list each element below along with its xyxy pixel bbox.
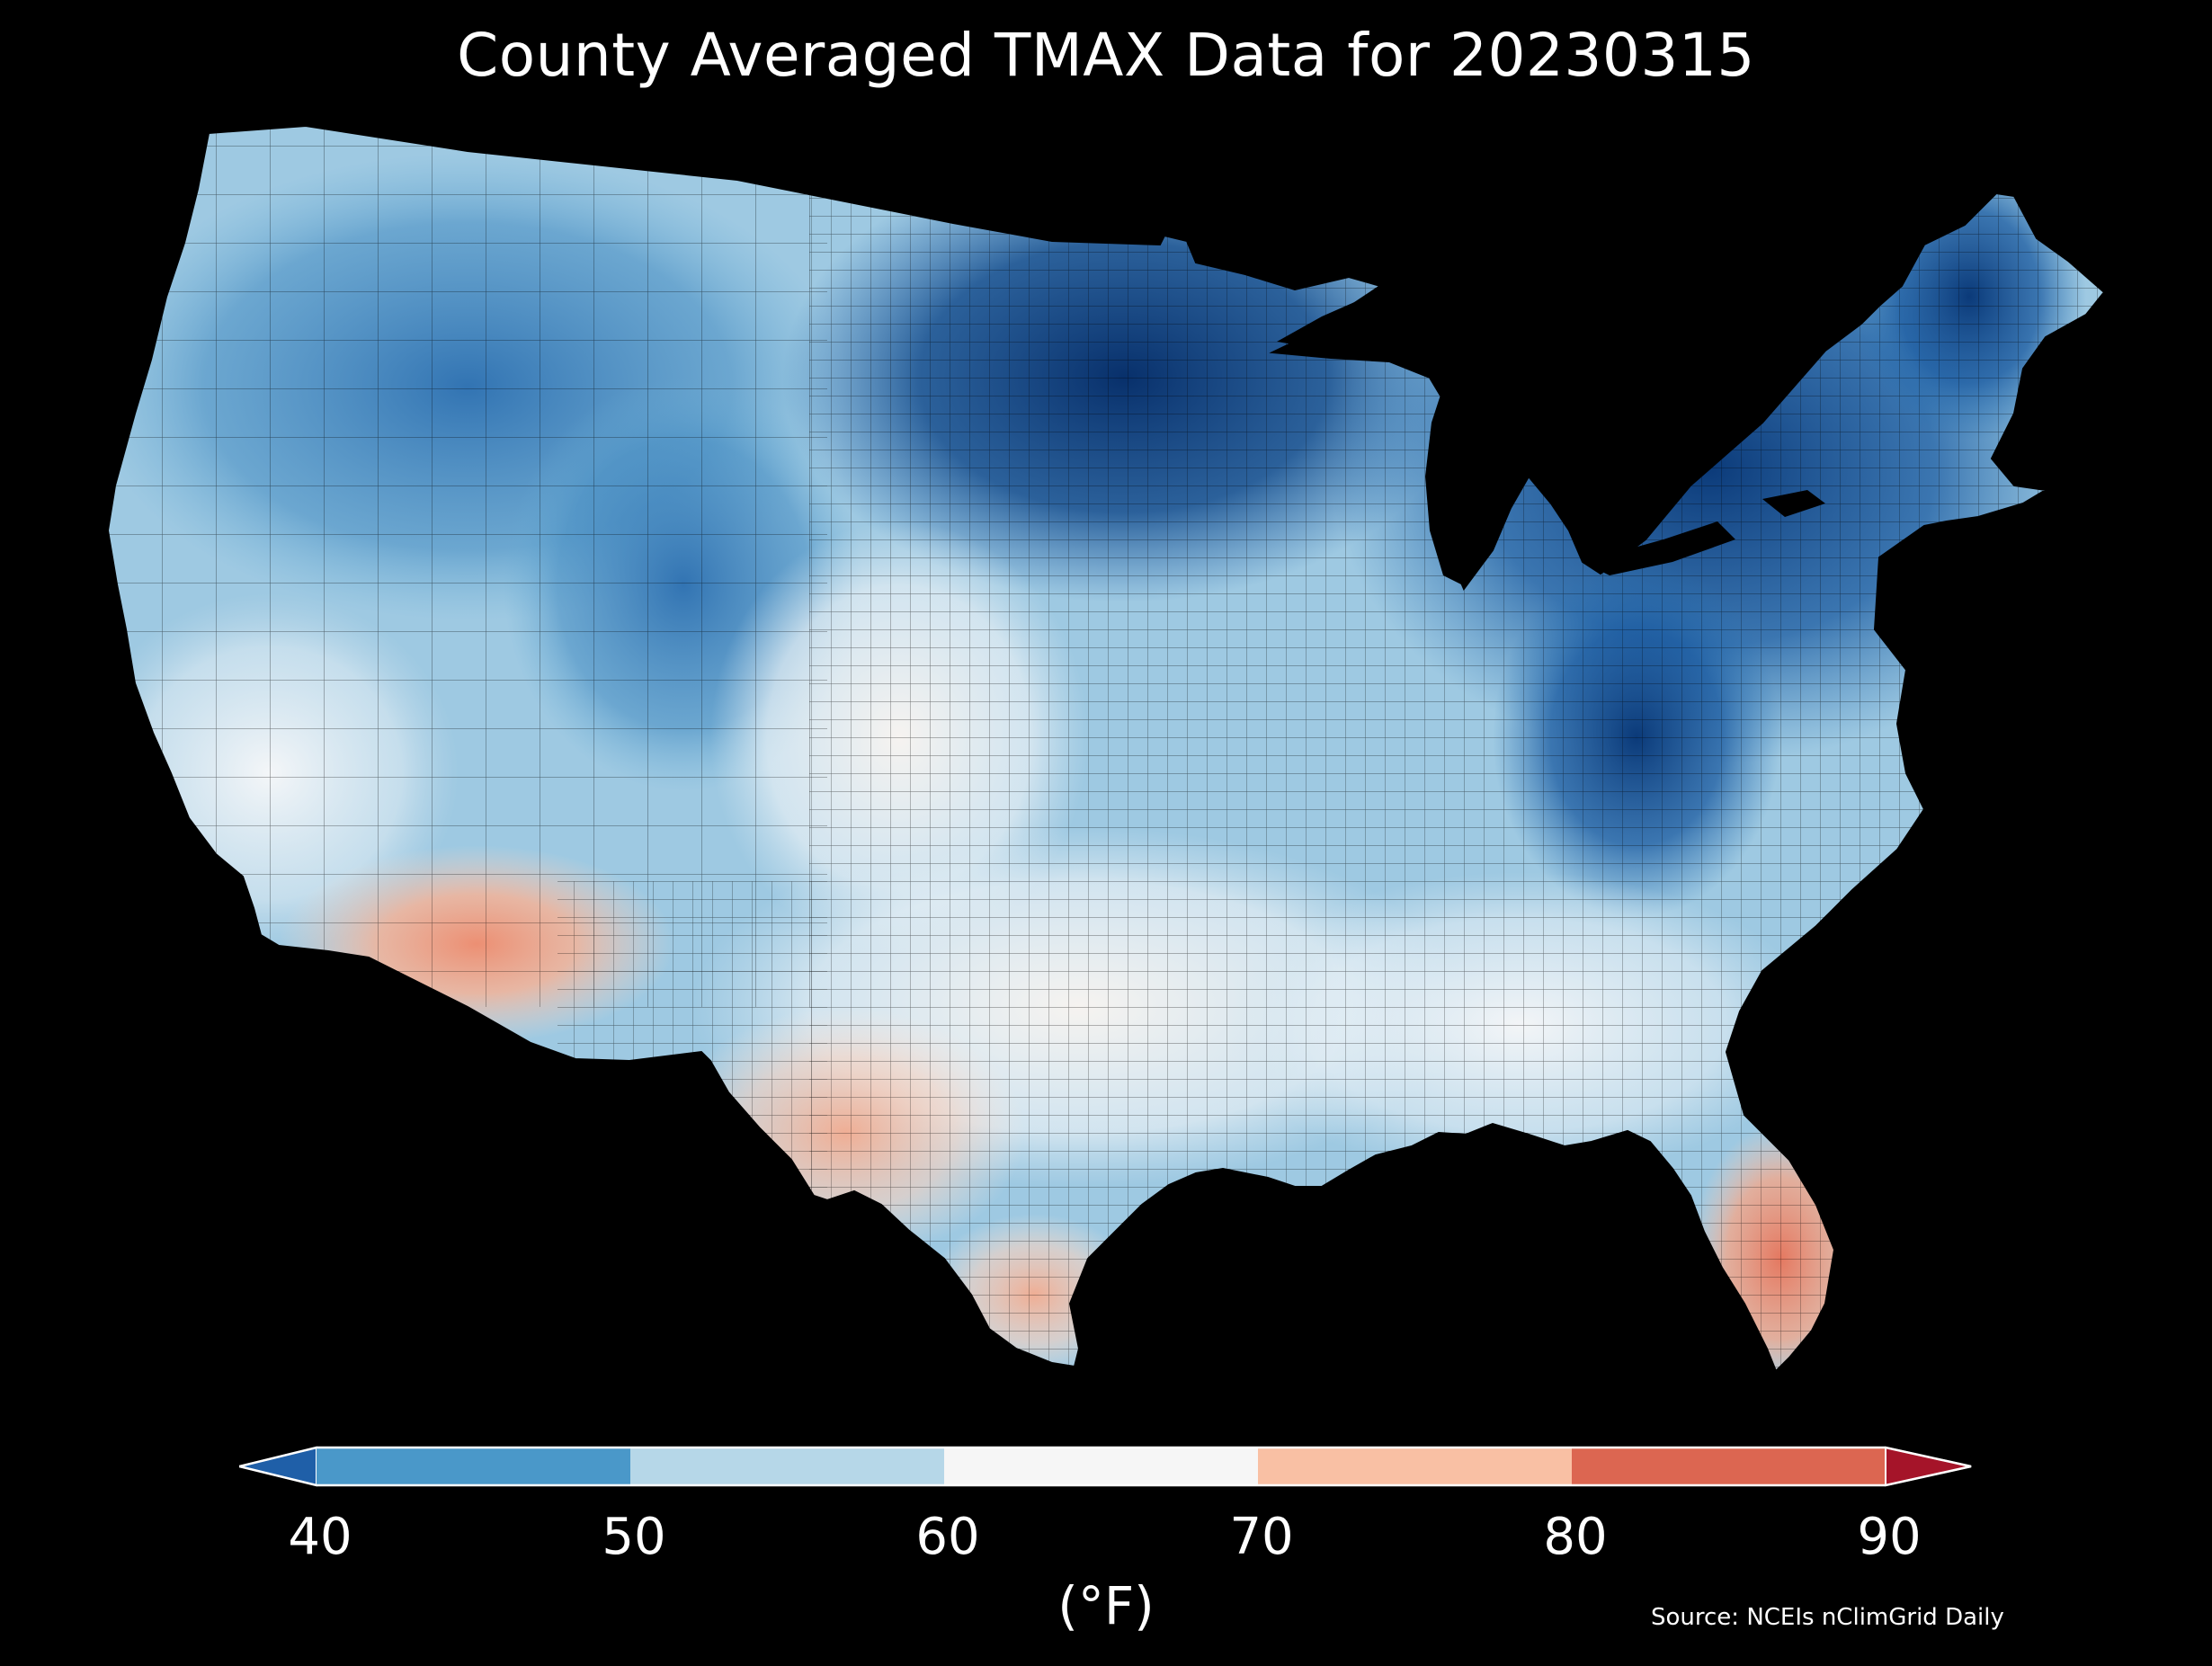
choropleth-map <box>106 124 2106 1373</box>
colorbar-bin <box>630 1448 944 1485</box>
source-credit: Source: NCEIs nClimGrid Daily <box>1651 1604 2004 1631</box>
us-outline <box>106 124 2106 1373</box>
colorbar <box>239 1446 1972 1487</box>
colorbar-tick-label: 50 <box>602 1508 666 1566</box>
colorbar-tick-label: 80 <box>1543 1508 1608 1566</box>
colorbar-bin <box>1258 1448 1572 1485</box>
colorbar-unit-label: (°F) <box>1057 1575 1155 1636</box>
colorbar-bin <box>1572 1448 1886 1485</box>
map-title: County Averaged TMAX Data for 20230315 <box>457 21 1755 90</box>
colorbar-frame <box>239 1446 1972 1487</box>
temperature-field <box>108 126 2104 1371</box>
colorbar-under-arrow <box>239 1446 317 1487</box>
colorbar-tick-label: 90 <box>1857 1508 1922 1566</box>
colorbar-over-arrow <box>1885 1446 1972 1487</box>
colorbar-bin <box>944 1448 1258 1485</box>
colorbar-tick-label: 40 <box>288 1508 352 1566</box>
colorbar-bin <box>317 1448 630 1485</box>
colorbar-tick-label: 60 <box>915 1508 980 1566</box>
colorbar-tick-label: 70 <box>1229 1508 1294 1566</box>
